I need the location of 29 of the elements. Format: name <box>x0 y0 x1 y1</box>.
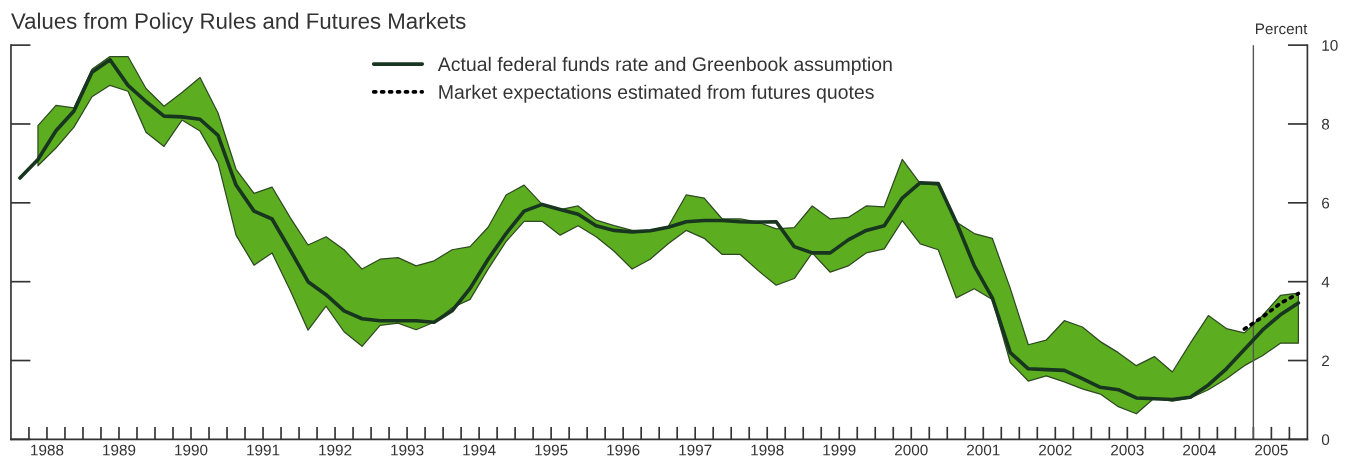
x-tick-label: 2005 <box>1255 444 1288 456</box>
line-series <box>1242 291 1301 331</box>
y-tick-label: 8 <box>1321 118 1330 130</box>
y-tick-label: 2 <box>1322 355 1330 367</box>
x-tick-label: 2000 <box>895 444 928 456</box>
x-tick-label: 1997 <box>679 444 712 456</box>
x-tick-label: 2002 <box>1039 444 1072 456</box>
x-tick-label: 1999 <box>823 444 856 456</box>
x-tick-label: 1998 <box>751 444 784 456</box>
x-tick-label: 1992 <box>319 444 352 456</box>
chart-title: Values from Policy Rules and Futures Markets <box>11 12 466 34</box>
y-tick-label: 0 <box>1321 434 1330 446</box>
legend-label: Market expectations estimated from futures quotes <box>439 84 874 103</box>
legend-label: Actual federal funds rate and Greenbook assumption <box>437 56 892 75</box>
x-tick-label: 2001 <box>967 444 1000 456</box>
x-tick-label: 1988 <box>31 444 64 456</box>
y-tick-label: 10 <box>1322 39 1338 51</box>
x-tick-label: 1994 <box>463 444 496 456</box>
x-tick-label: 2003 <box>1111 444 1144 456</box>
x-tick-label: 1991 <box>247 444 280 456</box>
x-tick-label: 1996 <box>607 444 640 456</box>
y-axis-title: Percent <box>1256 23 1308 35</box>
x-tick-label: 2004 <box>1183 444 1216 456</box>
x-tick-label: 1993 <box>391 444 424 456</box>
y-tick-label: 6 <box>1322 197 1330 209</box>
x-tick-label: 1995 <box>535 444 568 456</box>
x-tick-label: 1990 <box>175 444 208 456</box>
x-tick-label: 1989 <box>103 444 136 456</box>
y-tick-label: 4 <box>1321 276 1330 288</box>
